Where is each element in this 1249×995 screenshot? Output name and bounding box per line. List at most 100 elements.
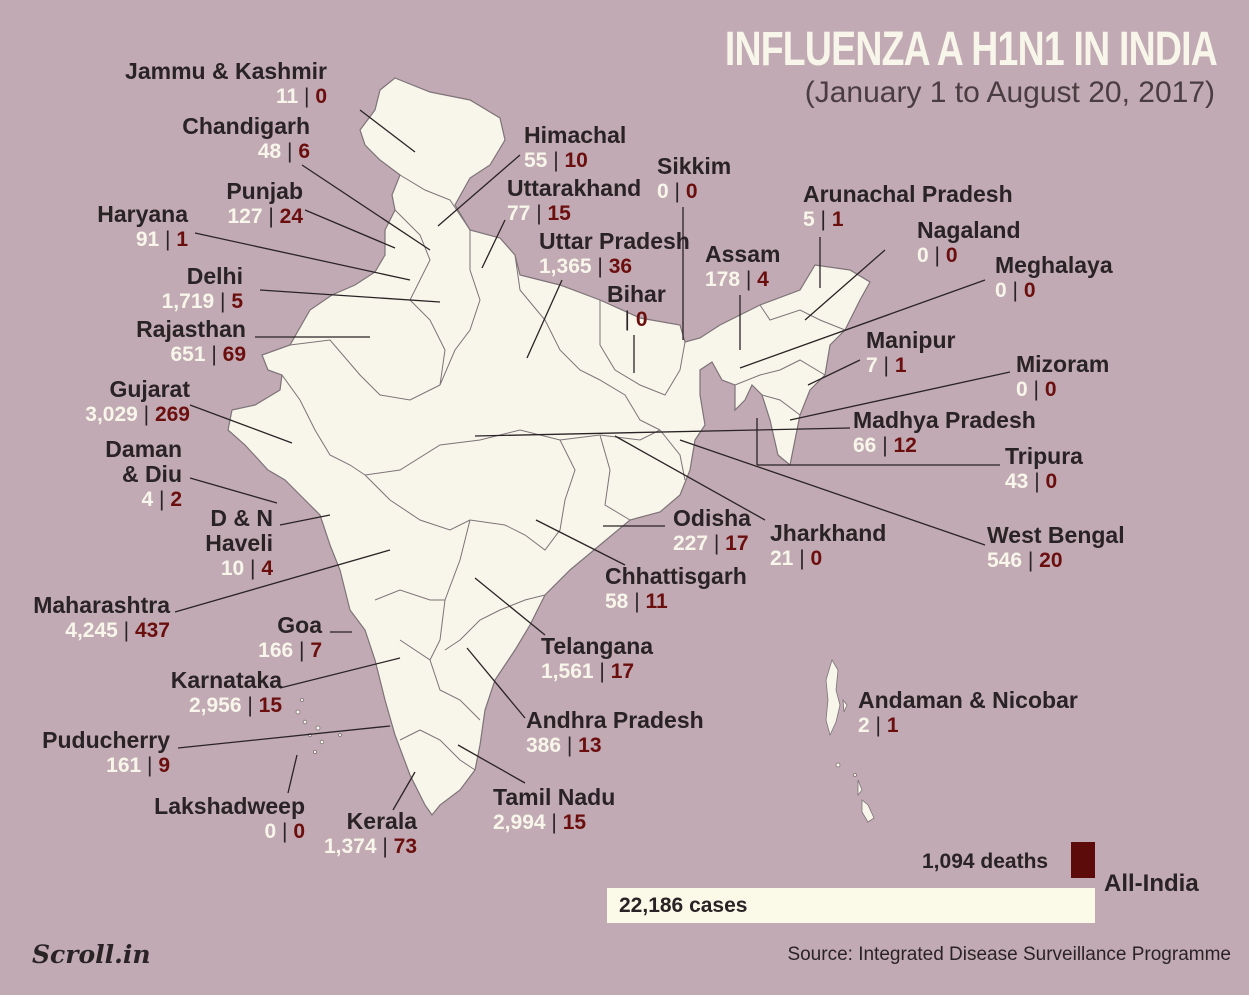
value-separator: | — [740, 268, 758, 291]
state-values: 161 | 9 — [42, 753, 170, 778]
state-deaths: 17 — [725, 532, 749, 555]
state-name: Arunachal Pradesh — [803, 181, 1013, 207]
map-title: INFLUENZA A H1N1 IN INDIA — [724, 23, 1218, 76]
value-separator: | — [281, 140, 299, 163]
state-cases: 21 — [770, 547, 794, 570]
state-cases: 77 — [507, 202, 531, 225]
state-cases: 1,365 — [539, 255, 592, 278]
value-separator: | — [241, 694, 259, 717]
all-india-deaths-label: 1,094 deaths — [922, 850, 1049, 873]
state-cases: 2 — [858, 714, 870, 737]
state-label: Manipur 7 | 1 — [866, 328, 955, 378]
state-cases: 58 — [605, 590, 629, 613]
value-separator: | — [876, 434, 894, 457]
state-values: 4 | 2 — [105, 487, 183, 512]
state-values: 1,365 | 36 — [539, 254, 690, 279]
state-values: 43 | 0 — [1005, 469, 1083, 494]
state-label: Punjab 127 | 24 — [226, 179, 303, 229]
value-separator: | — [205, 343, 223, 366]
lakshadweep-islands — [295, 698, 342, 755]
value-separator: | — [618, 308, 636, 331]
state-label: Assam 178 | 4 — [705, 242, 780, 292]
state-label: Rajasthan 651 | 69 — [136, 317, 246, 367]
state-label: Delhi 1,719 | 5 — [162, 264, 243, 314]
state-name: Punjab — [226, 178, 303, 204]
all-india-cases-bar: 22,186 cases — [607, 888, 1095, 923]
state-cases: 0 — [264, 820, 277, 843]
state-values: 58 | 11 — [605, 589, 747, 614]
state-name: Maharashtra — [33, 592, 170, 618]
state-values: 651 | 69 — [136, 342, 246, 367]
value-separator: | — [814, 208, 832, 231]
state-values: 1,374 | 73 — [324, 834, 417, 859]
state-name: Chandigarh — [182, 113, 310, 139]
state-deaths: 17 — [610, 660, 635, 683]
value-separator: | — [869, 714, 887, 737]
state-label: Telangana 1,561 | 17 — [541, 634, 653, 684]
state-label: Arunachal Pradesh 5 | 1 — [803, 182, 1013, 232]
state-name: Rajasthan — [136, 316, 246, 342]
state-name: Tripura — [1005, 443, 1083, 469]
value-separator: | — [293, 639, 311, 662]
state-deaths: 1 — [886, 714, 899, 737]
state-deaths: 15 — [547, 202, 571, 225]
state-values: 386 | 13 — [526, 733, 704, 758]
state-cases: 10 — [220, 557, 245, 580]
state-label: West Bengal 546 | 20 — [987, 523, 1125, 573]
state-deaths: 0 — [810, 547, 823, 570]
state-values: 66 | 12 — [853, 433, 1036, 458]
state-label: Gujarat 3,029 | 269 — [85, 377, 190, 427]
state-cases: 127 — [227, 205, 263, 228]
state-cases: 5 — [803, 208, 815, 231]
state-values: 77 | 15 — [507, 201, 641, 226]
state-cases: 4 — [141, 488, 154, 511]
value-separator: | — [593, 660, 611, 683]
state-cases: 161 — [106, 754, 142, 777]
state-name: Chhattisgarh — [605, 563, 747, 589]
state-name: Uttarakhand — [507, 175, 642, 201]
state-label: Uttar Pradesh 1,365 | 36 — [539, 229, 690, 279]
state-label: Chhattisgarh 58 | 11 — [605, 564, 747, 614]
state-values: 91 | 1 — [97, 227, 188, 252]
state-cases: 3,029 — [85, 403, 138, 426]
state-cases: 43 — [1005, 470, 1029, 493]
state-name: Uttar Pradesh — [539, 228, 690, 254]
state-deaths: 5 — [231, 290, 243, 313]
value-separator: | — [668, 180, 686, 203]
value-separator: | — [1028, 470, 1046, 493]
state-values: 2,994 | 15 — [493, 810, 615, 835]
scroll-logo: Scroll.in — [32, 940, 151, 969]
state-name: Mizoram — [1016, 351, 1110, 377]
state-deaths: 7 — [310, 639, 322, 662]
state-values: 2 | 1 — [858, 713, 1078, 738]
state-name: Meghalaya — [995, 252, 1113, 278]
state-name: Assam — [705, 241, 781, 267]
state-values: 227 | 17 — [673, 531, 751, 556]
value-separator: | — [545, 811, 563, 834]
state-label: Puducherry 161 | 9 — [42, 728, 170, 778]
state-name: Jammu & Kashmir — [125, 58, 327, 84]
state-deaths: 24 — [279, 205, 303, 228]
state-deaths: 4 — [261, 557, 273, 580]
state-deaths: 0 — [685, 180, 698, 203]
all-india-deaths-bar — [1071, 842, 1095, 878]
all-india-cases-label: 22,186 cases — [619, 894, 748, 917]
state-cases: 1,374 — [323, 835, 377, 858]
state-deaths: 10 — [564, 149, 588, 172]
state-values: 166 | 7 — [258, 638, 322, 663]
state-cases: 48 — [257, 140, 282, 163]
state-label: Himachal 55 | 10 — [524, 123, 626, 173]
state-label: Mizoram 0 | 0 — [1016, 352, 1109, 402]
state-cases: 0 — [657, 180, 669, 203]
state-name: Andaman & Nicobar — [858, 687, 1078, 713]
state-deaths: 12 — [893, 434, 917, 457]
state-values: 0 | 0 — [1016, 377, 1109, 402]
state-label: Nagaland 0 | 0 — [917, 218, 1021, 268]
state-name: Odisha — [673, 505, 751, 531]
value-separator: | — [1006, 279, 1024, 302]
state-label: Haryana 91 | 1 — [97, 202, 188, 252]
value-separator: | — [117, 619, 135, 642]
state-values: 127 | 24 — [226, 204, 303, 229]
value-separator: | — [530, 202, 548, 225]
state-deaths: 11 — [645, 590, 668, 613]
